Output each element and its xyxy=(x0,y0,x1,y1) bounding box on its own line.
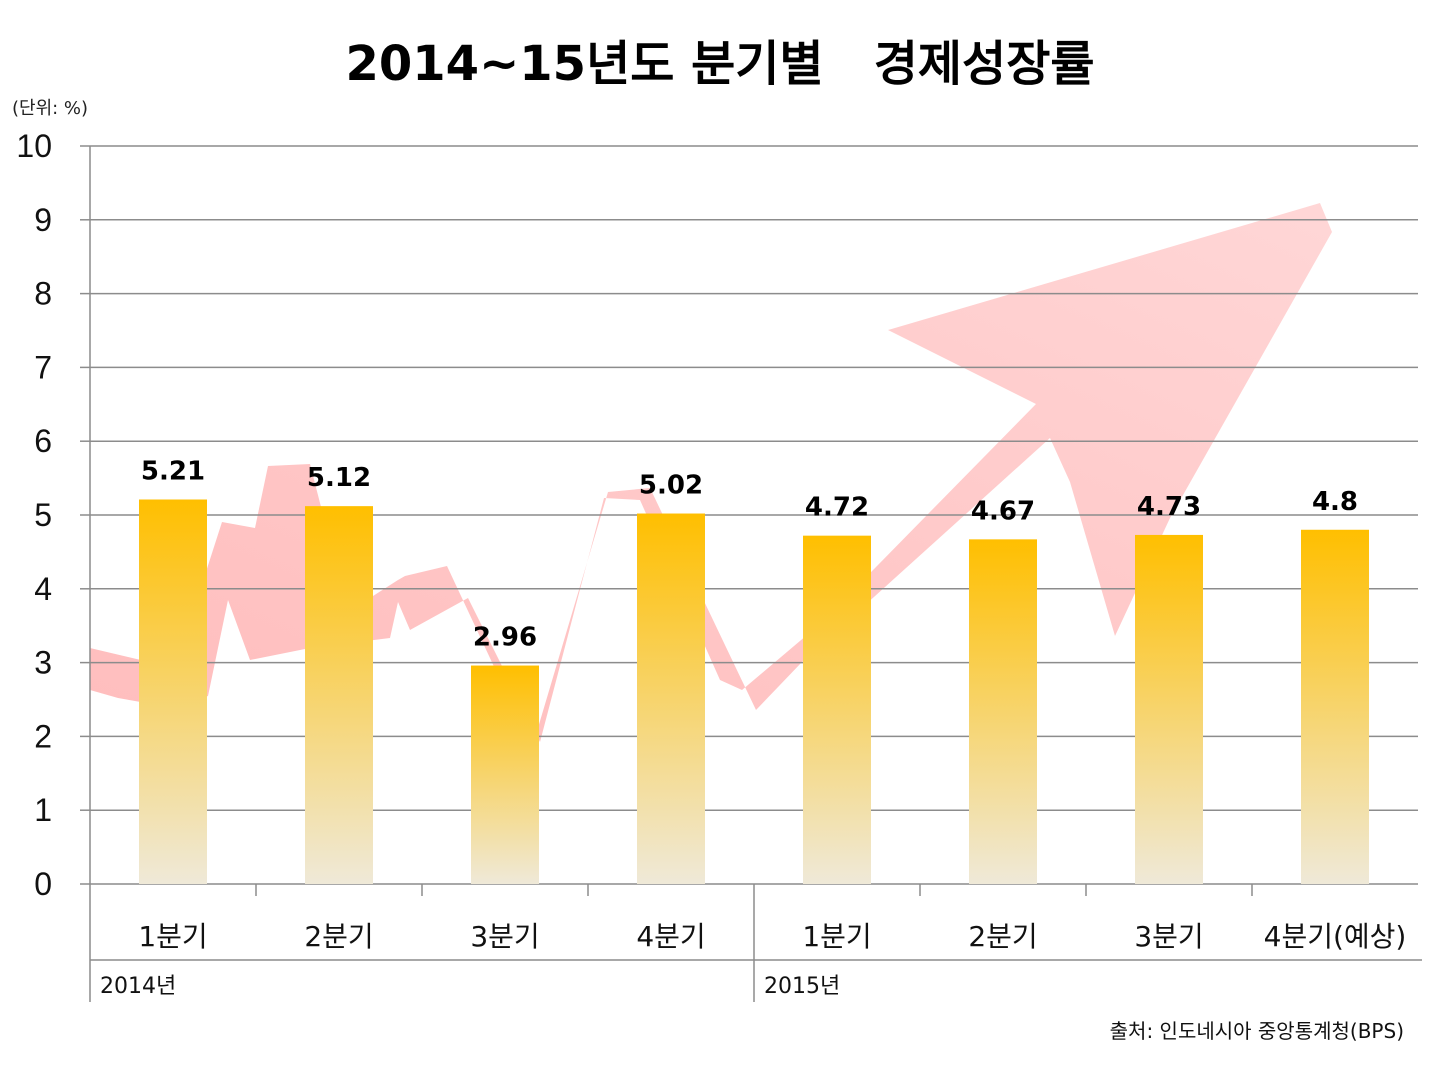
bar-4 xyxy=(637,513,705,884)
value-label: 4.8 xyxy=(1312,487,1358,517)
category-label: 2분기 xyxy=(968,920,1037,953)
bar-8 xyxy=(1301,529,1369,884)
category-label: 1분기 xyxy=(138,920,207,953)
bar-3 xyxy=(471,665,539,884)
y-tick-label: 4 xyxy=(34,571,52,607)
y-tick-label: 8 xyxy=(34,276,52,312)
y-tick-label: 10 xyxy=(16,128,52,164)
value-label: 5.02 xyxy=(639,471,703,501)
value-label: 5.12 xyxy=(307,463,371,493)
value-label: 4.67 xyxy=(971,496,1035,526)
source-note: 출처: 인도네시아 중앙통계청(BPS) xyxy=(1110,1019,1404,1043)
bar-5 xyxy=(803,535,871,884)
bar-2 xyxy=(305,506,373,884)
bar-7 xyxy=(1135,534,1203,884)
value-label: 4.73 xyxy=(1137,492,1201,522)
group-label: 2015년 xyxy=(764,974,840,999)
bar-1 xyxy=(139,499,207,884)
value-label: 5.21 xyxy=(141,457,205,487)
y-tick-label: 3 xyxy=(34,645,52,681)
y-tick-label: 0 xyxy=(34,866,52,902)
y-tick-label: 6 xyxy=(34,423,52,459)
bar-6 xyxy=(969,539,1037,884)
y-tick-label: 1 xyxy=(34,792,52,828)
y-tick-label: 2 xyxy=(34,718,52,754)
category-label: 4분기(예상) xyxy=(1264,920,1407,953)
category-label: 2분기 xyxy=(304,920,373,953)
value-label: 2.96 xyxy=(473,623,537,653)
group-label: 2014년 xyxy=(100,974,176,999)
category-label: 3분기 xyxy=(470,920,539,953)
category-label: 4분기 xyxy=(636,920,705,953)
category-label: 1분기 xyxy=(802,920,871,953)
y-tick-label: 5 xyxy=(34,497,52,533)
value-label: 4.72 xyxy=(805,493,869,523)
decorative-arrow-icon xyxy=(90,203,1332,748)
unit-label: (단위: %) xyxy=(12,98,88,119)
chart-title: 2014~15년도 분기별 경제성장률 xyxy=(345,36,1094,92)
category-label: 3분기 xyxy=(1134,920,1203,953)
y-tick-label: 7 xyxy=(34,349,52,385)
y-tick-label: 9 xyxy=(34,202,52,238)
